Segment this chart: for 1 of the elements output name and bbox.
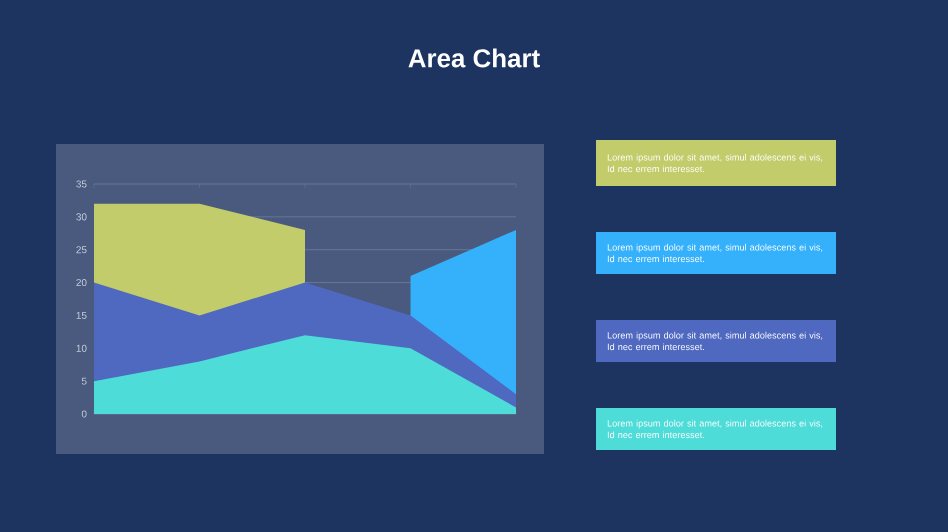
chart-title: Area Chart (408, 48, 540, 68)
